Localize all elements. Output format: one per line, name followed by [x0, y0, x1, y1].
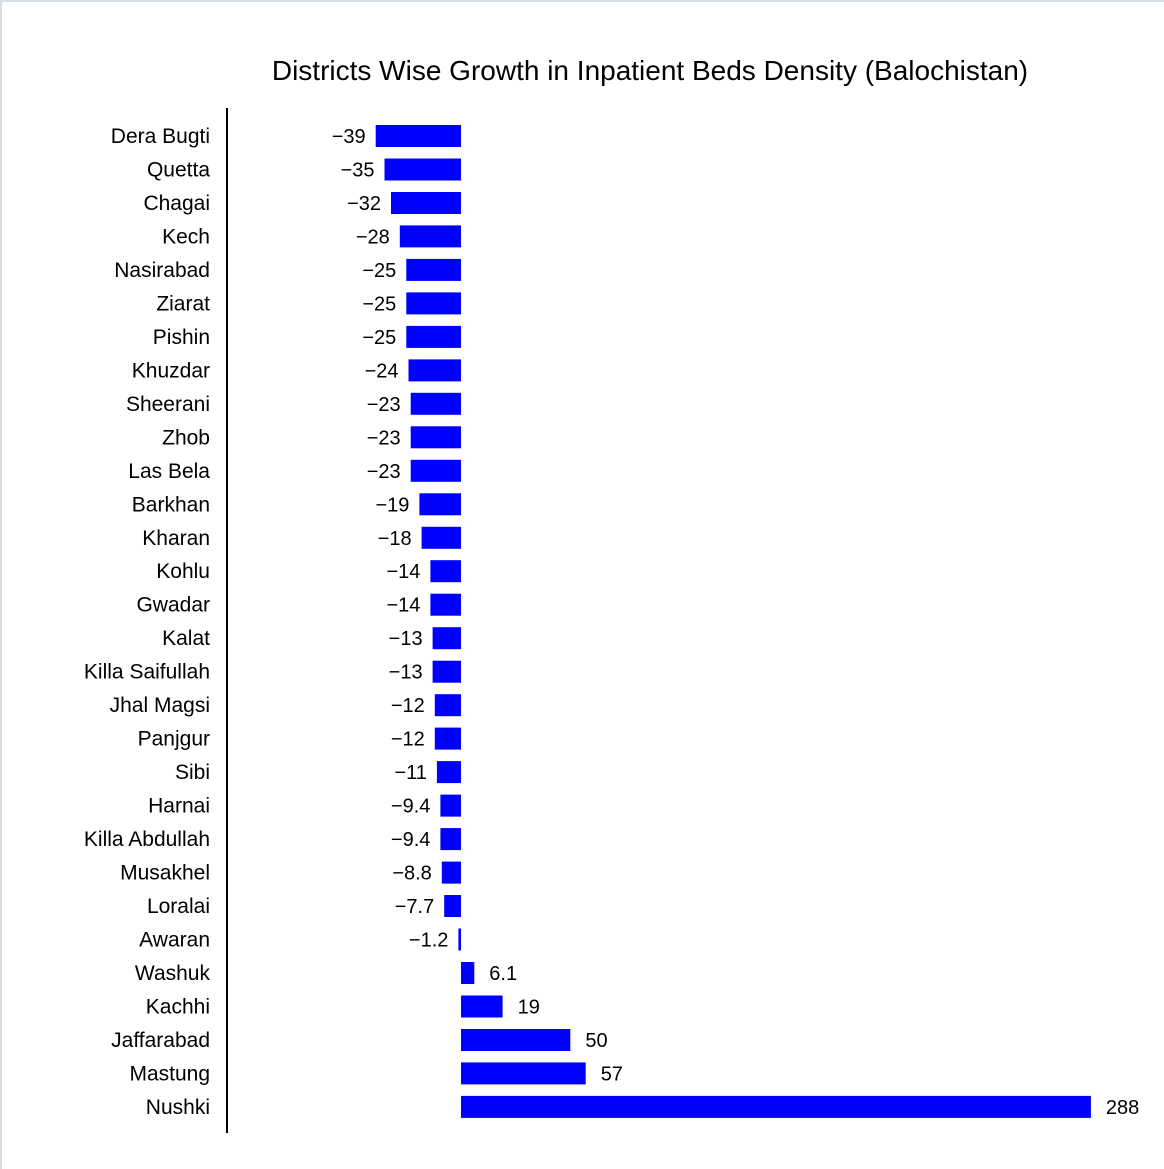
- bar: [406, 258, 461, 281]
- category-label: Panjgur: [138, 728, 210, 751]
- value-label: 288: [1106, 1097, 1139, 1119]
- value-label: −12: [391, 695, 425, 717]
- bar: [432, 627, 461, 650]
- bar: [440, 794, 461, 817]
- category-label: Harnai: [148, 795, 210, 818]
- category-label: Killa Saifullah: [84, 661, 210, 684]
- value-label: −39: [332, 126, 366, 148]
- value-label: 6.1: [489, 963, 517, 985]
- value-label: −25: [362, 327, 396, 349]
- value-label: −25: [362, 260, 396, 282]
- bar: [440, 828, 461, 851]
- category-label: Gwadar: [136, 594, 210, 617]
- bar: [419, 493, 461, 516]
- bar: [399, 225, 461, 248]
- category-label: Jaffarabad: [111, 1029, 210, 1052]
- bar: [434, 694, 461, 717]
- category-label: Washuk: [135, 962, 211, 985]
- value-label: −28: [356, 226, 390, 248]
- value-label: −9.4: [391, 829, 430, 851]
- bar: [406, 325, 461, 348]
- bar: [461, 1062, 586, 1085]
- bars-layer: Dera Bugti −39 Quetta −35 Chagai −32 Kech −28 Na…: [84, 125, 1139, 1119]
- category-label: Jhal Magsi: [110, 694, 210, 717]
- bar: [434, 727, 461, 750]
- value-label: −24: [365, 360, 399, 382]
- bar: [432, 660, 461, 683]
- value-label: 19: [518, 996, 540, 1018]
- category-label: Sheerani: [126, 393, 210, 416]
- category-label: Barkhan: [132, 493, 210, 516]
- category-label: Mastung: [129, 1062, 210, 1085]
- category-label: Awaran: [139, 929, 210, 952]
- value-label: −7.7: [395, 896, 434, 918]
- category-label: Quetta: [147, 158, 210, 181]
- bar: [408, 359, 461, 382]
- value-label: −8.8: [392, 863, 431, 885]
- category-label: Killa Abdullah: [84, 828, 210, 851]
- value-label: −32: [347, 193, 381, 215]
- bar: [461, 962, 475, 984]
- value-label: −23: [367, 461, 401, 483]
- bar: [421, 526, 461, 549]
- bar: [410, 426, 461, 449]
- value-label: −19: [375, 494, 409, 516]
- category-label: Dera Bugti: [111, 125, 210, 148]
- value-label: −23: [367, 394, 401, 416]
- value-label: −14: [386, 595, 420, 617]
- value-label: −14: [386, 561, 420, 583]
- bar: [461, 1029, 571, 1051]
- bar: [461, 1095, 1091, 1118]
- value-label: −18: [378, 528, 412, 550]
- value-label: 57: [601, 1063, 623, 1085]
- bar: [375, 125, 461, 147]
- bar: [430, 560, 461, 583]
- category-label: Kohlu: [156, 560, 210, 583]
- bar: [384, 158, 461, 181]
- value-label: −9.4: [391, 796, 430, 818]
- bar: [410, 392, 461, 415]
- category-label: Kharan: [142, 527, 210, 550]
- value-label: 50: [585, 1030, 607, 1052]
- category-label: Nasirabad: [114, 259, 210, 282]
- value-label: −13: [389, 628, 423, 650]
- category-label: Sibi: [175, 761, 210, 784]
- category-label: Chagai: [143, 192, 210, 215]
- value-label: −13: [389, 662, 423, 684]
- bar: [391, 192, 461, 214]
- value-label: −12: [391, 729, 425, 751]
- bar: [441, 861, 461, 884]
- category-label: Kachhi: [146, 995, 210, 1018]
- category-label: Las Bela: [128, 460, 210, 483]
- value-label: −35: [341, 159, 375, 181]
- category-label: Loralai: [147, 895, 210, 918]
- category-label: Khuzdar: [132, 359, 210, 382]
- value-label: −25: [362, 293, 396, 315]
- value-label: −23: [367, 427, 401, 449]
- bar: [458, 928, 461, 951]
- value-label: −11: [394, 762, 426, 784]
- bar: [406, 292, 461, 315]
- value-label: −1.2: [409, 930, 448, 952]
- bar: [410, 459, 461, 482]
- bar: [461, 995, 503, 1018]
- category-label: Zhob: [162, 426, 210, 449]
- bar: [436, 761, 461, 784]
- category-label: Pishin: [153, 326, 210, 349]
- bar: [430, 593, 461, 616]
- bar: [444, 895, 461, 917]
- category-label: Nushki: [146, 1096, 210, 1119]
- category-label: Ziarat: [156, 292, 210, 315]
- category-label: Musakhel: [120, 862, 210, 885]
- category-label: Kech: [162, 225, 210, 248]
- chart-title: Districts Wise Growth in Inpatient Beds …: [272, 55, 1028, 86]
- category-label: Kalat: [162, 627, 210, 650]
